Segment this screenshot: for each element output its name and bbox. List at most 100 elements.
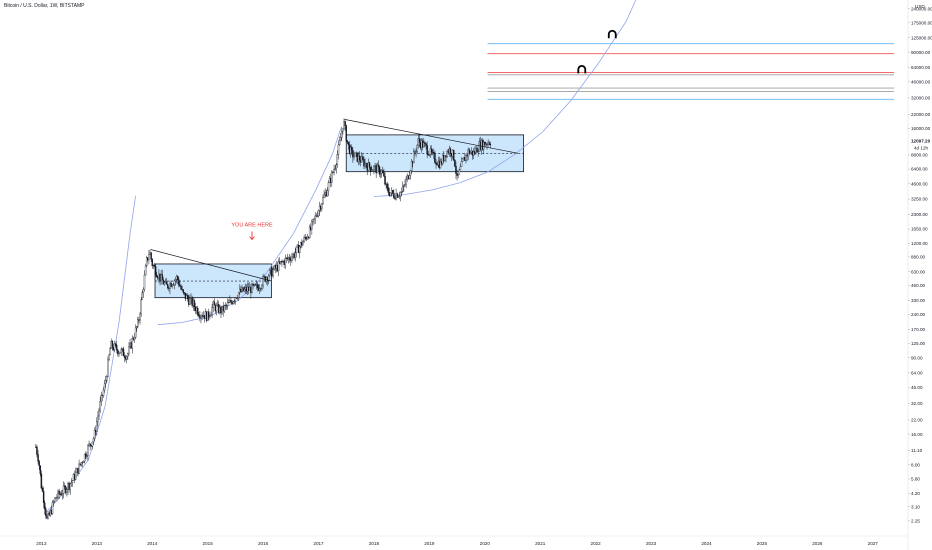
candle-body	[423, 142, 425, 148]
candle-body	[198, 314, 200, 317]
candle-body	[383, 172, 385, 177]
y-tick-label: 90000.00	[911, 50, 931, 55]
candle	[446, 149, 448, 159]
candle	[430, 145, 433, 156]
candle	[196, 305, 199, 317]
candle	[91, 441, 94, 450]
curve-arc-3[interactable]	[373, 0, 643, 197]
candle	[316, 211, 319, 218]
y-tick-label: 3.10	[911, 504, 920, 509]
candle-body	[352, 150, 354, 158]
candle-body	[373, 166, 375, 171]
candle-body	[53, 497, 56, 502]
candle	[410, 158, 413, 174]
candle	[53, 497, 56, 503]
candle-body	[36, 446, 38, 455]
candle-body	[413, 151, 415, 164]
candle	[363, 156, 365, 170]
candle-body	[469, 152, 472, 155]
candle	[398, 191, 401, 200]
candle-body	[378, 166, 381, 175]
candle-body	[107, 359, 109, 377]
candle	[383, 168, 385, 177]
candle-body	[131, 338, 134, 349]
candle-body	[256, 284, 259, 289]
x-tick-label: 2027	[868, 541, 879, 546]
candle-body	[75, 471, 77, 480]
candle	[181, 285, 183, 291]
candle	[477, 149, 479, 157]
candle	[109, 346, 111, 356]
candle	[272, 266, 274, 279]
candle	[336, 150, 339, 168]
curve-arc-1[interactable]	[43, 195, 136, 515]
candle-body	[120, 349, 122, 353]
candle	[189, 294, 191, 306]
candle-body	[162, 279, 165, 285]
magnet-icon	[607, 29, 617, 39]
candle-body	[322, 197, 324, 205]
candle	[352, 147, 354, 163]
candle	[379, 169, 382, 179]
y-tick-label: 880.00	[911, 254, 925, 259]
x-tick-label: 2022	[591, 541, 602, 546]
trendline-2[interactable]	[344, 119, 519, 154]
magnet-icon	[577, 65, 587, 74]
candle-body	[155, 274, 158, 278]
curve-arc-2[interactable]	[157, 128, 342, 326]
candle-body	[368, 162, 371, 168]
candle-body	[386, 183, 388, 188]
x-tick-label: 2019	[424, 541, 435, 546]
candle-body	[126, 356, 128, 360]
candle	[288, 253, 291, 263]
candle	[97, 411, 99, 427]
candle-body	[47, 513, 49, 519]
candle	[56, 493, 58, 502]
x-axis[interactable]: 2013 2013 2014 2015 2016 2017 2018 2019 2020 2021…	[0, 535, 908, 546]
candle-body	[116, 345, 118, 351]
candle	[163, 280, 166, 286]
candle	[365, 162, 367, 169]
y-tick-label: 8800.00	[911, 153, 928, 158]
candle	[177, 275, 179, 285]
candle	[404, 179, 406, 187]
candle	[161, 269, 163, 281]
candle-body	[122, 348, 125, 357]
candle-body	[237, 292, 240, 298]
levels-layer	[487, 43, 894, 100]
candle	[113, 340, 116, 352]
candle	[89, 443, 91, 451]
x-tick-label: 2017	[313, 541, 324, 546]
candle-body	[416, 144, 418, 152]
candle-body	[365, 162, 367, 167]
candle	[389, 192, 392, 197]
candle-body	[71, 480, 74, 483]
candle-body	[382, 170, 384, 173]
candle	[346, 140, 349, 144]
candle-body	[93, 429, 96, 439]
candle	[295, 246, 298, 258]
candle-body	[123, 355, 126, 358]
y-tick-label: 1650.00	[911, 227, 928, 232]
candle	[489, 141, 492, 149]
candle	[354, 152, 356, 157]
candle	[405, 176, 407, 189]
candle	[439, 158, 442, 169]
candle	[458, 168, 461, 176]
candle-body	[313, 218, 315, 220]
candle	[136, 325, 138, 332]
candle-body	[108, 354, 110, 361]
candle-body	[482, 141, 485, 150]
trendline-1[interactable]	[150, 249, 272, 282]
candle	[123, 352, 126, 363]
candle	[382, 166, 384, 174]
candle-body	[317, 210, 320, 217]
candle-body	[426, 145, 428, 155]
y-axis[interactable]: 2.25 3.10 4.20 5.80 8.00 11.10 16.00 22.00 32.00…	[907, 0, 932, 550]
candle-body	[114, 343, 117, 346]
candle-body	[369, 166, 372, 172]
candle	[468, 147, 471, 156]
candle	[179, 280, 181, 287]
candle	[103, 379, 106, 393]
